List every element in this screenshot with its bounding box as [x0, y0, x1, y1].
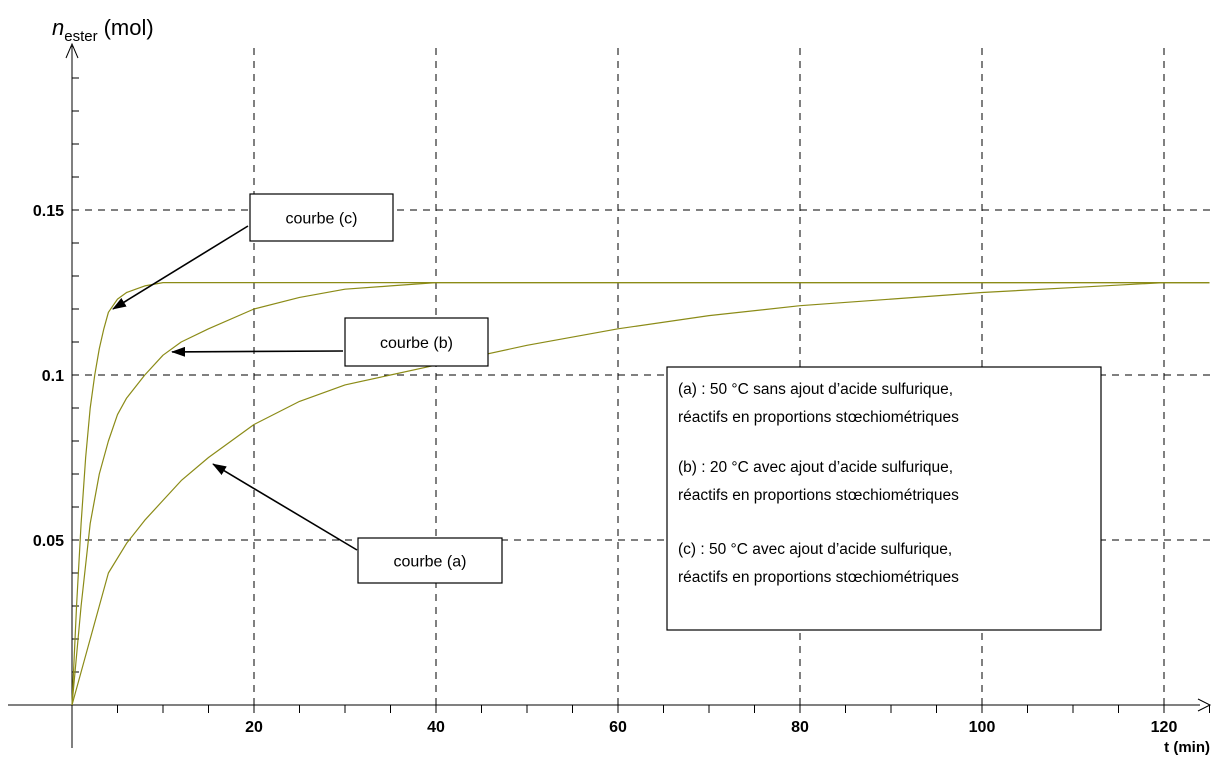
x-tick-label-20: 20	[245, 719, 263, 736]
annotation-label-b: courbe (b)	[380, 335, 453, 352]
legend-line-c1: (c) : 50 °C avec ajout d’acide sulfuriqu…	[678, 541, 952, 558]
y-axis-arrow	[65, 42, 79, 59]
y-axis-label-symbol: n	[52, 15, 64, 40]
annotation-box-c	[249, 193, 394, 242]
x-axis-label: t (min)	[1164, 739, 1210, 756]
annotations: courbe (c) courbe (b) courbe (a)	[112, 193, 503, 584]
x-tick-label-80: 80	[791, 719, 809, 736]
annotation-arrow-b	[171, 346, 344, 357]
legend-box: (a) : 50 °C sans ajout d’acide sulfuriqu…	[666, 366, 1102, 631]
x-tick-label-60: 60	[609, 719, 627, 736]
legend-line-c2: réactifs en proportions stœchiométriques	[678, 569, 959, 586]
x-tick-label-40: 40	[427, 719, 445, 736]
y-axis-label-unit: (mol)	[104, 15, 154, 40]
svg-text:nester(mol): nester (mol)	[52, 15, 154, 45]
annotation-box-a	[357, 537, 503, 584]
y-axis-label: nester (mol)	[52, 15, 154, 45]
x-tick-label-100: 100	[969, 719, 996, 736]
x-tick-label-120: 120	[1151, 719, 1178, 736]
y-axis-label-subscript: ester	[64, 28, 97, 45]
axes	[8, 42, 1212, 748]
series-line-courbe-c-	[71, 282, 1210, 706]
y-tick-label-0.05: 0.05	[33, 533, 64, 550]
tick-labels: 20 40 60 80 100 120 0.05 0.1 0.15	[33, 203, 1178, 736]
legend-line-a2: réactifs en proportions stœchiométriques	[678, 409, 959, 426]
annotation-label-c: courbe (c)	[285, 211, 357, 228]
y-tick-label-0.15: 0.15	[33, 203, 64, 220]
annotation-arrow-c	[112, 225, 249, 310]
legend-line-b1: (b) : 20 °C avec ajout d’acide sulfuriqu…	[678, 459, 953, 476]
legend-line-b2: réactifs en proportions stœchiométriques	[678, 487, 959, 504]
legend-line-a1: (a) : 50 °C sans ajout d’acide sulfuriqu…	[678, 381, 953, 398]
annotation-label-a: courbe (a)	[394, 554, 467, 571]
series-line-courbe-a-	[71, 282, 1210, 706]
annotation-box-b	[344, 317, 489, 367]
y-tick-label-0.1: 0.1	[42, 368, 64, 385]
annotation-arrow-a	[212, 463, 358, 551]
